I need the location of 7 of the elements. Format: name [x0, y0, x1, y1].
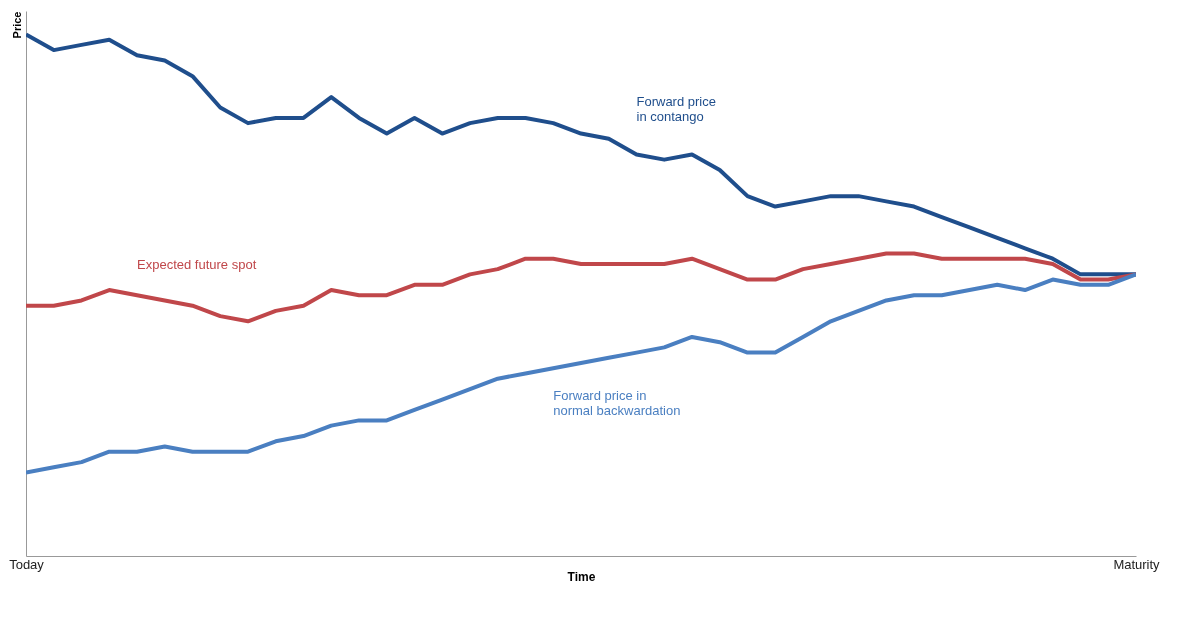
y-axis-title: Price: [10, 11, 23, 39]
x-tick-label: Maturity: [1113, 556, 1161, 572]
text: Forward price in contango: [636, 94, 716, 125]
x-tick-label: Today: [9, 556, 45, 572]
x-axis-title: Time: [567, 569, 596, 584]
series-label: Forward price in normal backwardation: [553, 388, 681, 419]
series-label: Expected future spot: [137, 257, 257, 273]
